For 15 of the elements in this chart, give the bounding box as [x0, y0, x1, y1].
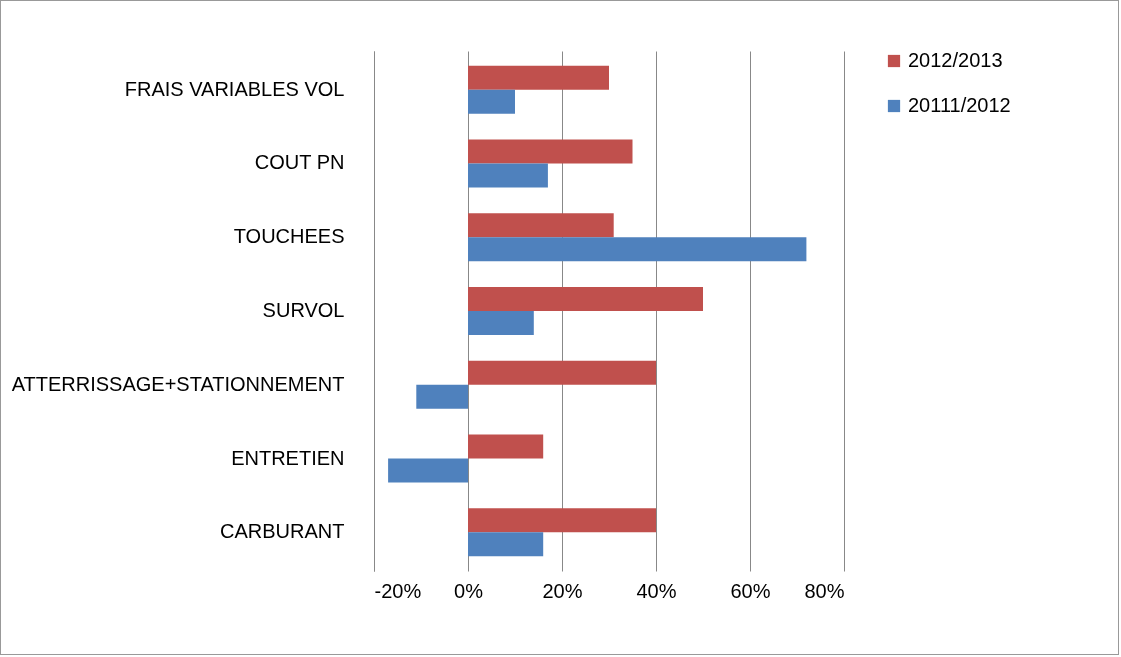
x-tick-label: 40%	[636, 579, 677, 602]
y-tick-label: CARBURANT	[220, 520, 345, 543]
y-tick-label: FRAIS VARIABLES VOL	[124, 77, 345, 100]
legend-label: 2012/2013	[908, 49, 1003, 71]
y-tick-label: ATTERRISSAGE+STATIONNEMENT	[11, 372, 345, 395]
legend-label: 20111/2012	[908, 94, 1011, 116]
y-tick-label: COUT PN	[254, 151, 345, 174]
x-tick-label: 0%	[454, 579, 484, 602]
y-tick-label: SURVOL	[262, 299, 345, 321]
x-tick-label: -20%	[374, 579, 422, 602]
x-tick-label: 80%	[804, 579, 845, 602]
y-tick-label: ENTRETIEN	[231, 446, 345, 469]
x-tick-label: 60%	[730, 579, 771, 602]
y-tick-label: TOUCHEES	[233, 225, 345, 248]
x-tick-label: 20%	[542, 579, 583, 602]
